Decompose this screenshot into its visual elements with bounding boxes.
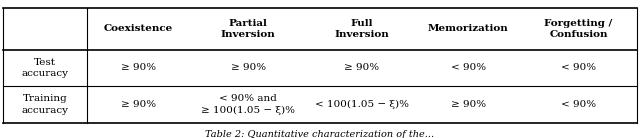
- Text: < 90% and
≥ 100(1.05 − ξ)%: < 90% and ≥ 100(1.05 − ξ)%: [202, 94, 295, 115]
- Text: Test
accuracy: Test accuracy: [21, 58, 68, 78]
- Text: ≥ 90%: ≥ 90%: [451, 100, 486, 109]
- Text: ≥ 90%: ≥ 90%: [121, 100, 156, 109]
- Text: Partial
Inversion: Partial Inversion: [221, 19, 276, 39]
- Text: Full
Inversion: Full Inversion: [334, 19, 389, 39]
- Text: Memorization: Memorization: [428, 24, 509, 34]
- Text: < 90%: < 90%: [561, 100, 596, 109]
- Text: ≥ 90%: ≥ 90%: [231, 63, 266, 72]
- Text: < 90%: < 90%: [451, 63, 486, 72]
- Text: Coexistence: Coexistence: [104, 24, 173, 34]
- Text: < 100(1.05 − ξ)%: < 100(1.05 − ξ)%: [315, 100, 409, 109]
- Text: Forgetting /
Confusion: Forgetting / Confusion: [544, 19, 612, 39]
- Text: Table 2: Quantitative characterization of the...: Table 2: Quantitative characterization o…: [205, 130, 435, 138]
- Text: ≥ 90%: ≥ 90%: [121, 63, 156, 72]
- Text: ≥ 90%: ≥ 90%: [344, 63, 380, 72]
- Text: Training
accuracy: Training accuracy: [21, 95, 68, 115]
- Text: < 90%: < 90%: [561, 63, 596, 72]
